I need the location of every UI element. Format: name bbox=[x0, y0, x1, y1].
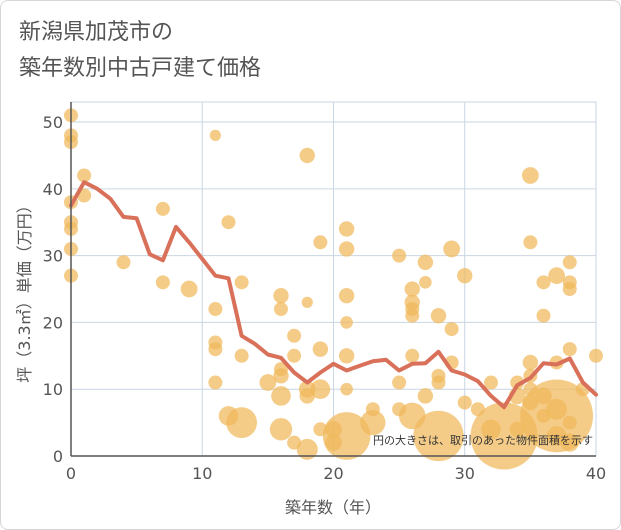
bubble-point bbox=[509, 421, 525, 437]
bubble-point bbox=[338, 241, 355, 257]
bubble-point bbox=[338, 221, 355, 237]
bubble-point bbox=[430, 308, 447, 324]
bubble-point bbox=[234, 275, 249, 290]
bubble-point bbox=[562, 255, 577, 270]
bubble-point bbox=[338, 287, 355, 304]
bubble-point bbox=[208, 302, 223, 317]
bubble-point bbox=[269, 418, 293, 441]
bubble-point bbox=[392, 375, 407, 390]
bubble-point bbox=[77, 168, 92, 183]
bubble-point bbox=[155, 201, 170, 216]
title-line-2: 築年数別中古戸建て価格 bbox=[19, 56, 262, 81]
bubble-point bbox=[405, 308, 420, 323]
y-tick-label: 30 bbox=[43, 247, 63, 266]
bubble-point bbox=[155, 275, 170, 290]
trend-line bbox=[69, 180, 598, 410]
bubble-point bbox=[443, 240, 461, 258]
x-tick-label: 40 bbox=[586, 464, 606, 483]
y-tick-label: 20 bbox=[43, 313, 63, 332]
bubble-point bbox=[548, 267, 566, 285]
bubble-point bbox=[536, 308, 551, 323]
bubble-point bbox=[310, 379, 331, 400]
bubble-point bbox=[208, 375, 223, 390]
bubble-point bbox=[301, 296, 313, 308]
bubble-point bbox=[392, 248, 407, 263]
y-tick-label: 0 bbox=[53, 447, 63, 466]
x-tick-label: 20 bbox=[323, 464, 343, 483]
x-tick-label: 10 bbox=[192, 464, 212, 483]
bubble-point bbox=[221, 215, 236, 230]
bubble-point bbox=[322, 412, 371, 460]
title-line-1: 新潟県加茂市の bbox=[19, 20, 174, 45]
bubble-point bbox=[589, 348, 603, 363]
bubble-point bbox=[405, 348, 420, 363]
bubble-point bbox=[273, 368, 289, 384]
bubble-point bbox=[312, 341, 329, 357]
x-tick-label: 30 bbox=[455, 464, 475, 483]
bubble-point bbox=[560, 433, 579, 452]
y-tick-label: 50 bbox=[43, 113, 63, 132]
bubble-point bbox=[536, 275, 551, 290]
bubble-point bbox=[417, 388, 434, 404]
axes: 0 10 20 30 40 50 0 10 20 30 40 bbox=[43, 102, 606, 483]
y-axis-title: 坪（3.3㎡）単価（万円） bbox=[15, 197, 34, 382]
chart-title: 新潟県加茂市の 築年数別中古戸建て価格 bbox=[19, 15, 261, 87]
bubble-point bbox=[271, 386, 291, 406]
bubble-point bbox=[520, 379, 594, 453]
bubble-layer bbox=[64, 108, 603, 470]
bubble-point bbox=[457, 267, 473, 284]
bubble-point bbox=[404, 281, 420, 297]
x-tick-label: 0 bbox=[66, 464, 76, 483]
bubble-point bbox=[562, 282, 577, 297]
bubble-point bbox=[299, 147, 315, 164]
bubble-point bbox=[208, 342, 223, 357]
bubble-point bbox=[296, 438, 318, 460]
bubble-point bbox=[116, 255, 131, 270]
y-tick-label: 10 bbox=[43, 380, 63, 399]
bubble-point bbox=[273, 287, 289, 304]
bubble-point bbox=[413, 410, 464, 462]
bubble-point bbox=[444, 322, 459, 337]
bubble-point bbox=[457, 395, 472, 410]
grid-lines bbox=[70, 101, 597, 457]
bubble-point bbox=[274, 302, 288, 317]
bubble-point bbox=[234, 348, 249, 363]
y-tick-label: 40 bbox=[43, 180, 63, 199]
bubble-point bbox=[562, 342, 577, 357]
bubble-point bbox=[562, 415, 577, 430]
bubble-point bbox=[209, 129, 221, 141]
bubble-point bbox=[338, 348, 355, 364]
size-note: 円の大きさは、取引のあった物件面積を示す bbox=[373, 433, 593, 447]
bubble-point bbox=[360, 410, 386, 436]
x-axis-title: 築年数（年） bbox=[285, 498, 381, 517]
bubble-point bbox=[226, 407, 258, 439]
bubble-point bbox=[340, 316, 353, 329]
bubble-point bbox=[484, 375, 498, 390]
bubble-point bbox=[287, 348, 302, 363]
bubble-point bbox=[259, 374, 277, 391]
bubble-point bbox=[419, 276, 432, 289]
bubble-point bbox=[313, 235, 328, 250]
bubble-point bbox=[287, 328, 302, 343]
bubble-point bbox=[523, 235, 538, 250]
bubble-point bbox=[431, 375, 446, 390]
bubble-point bbox=[522, 354, 539, 371]
bubble-point bbox=[521, 167, 539, 184]
bubble-point bbox=[417, 254, 434, 271]
bubble-point bbox=[510, 375, 525, 390]
bubble-point bbox=[340, 382, 353, 396]
bubble-point bbox=[180, 280, 198, 298]
